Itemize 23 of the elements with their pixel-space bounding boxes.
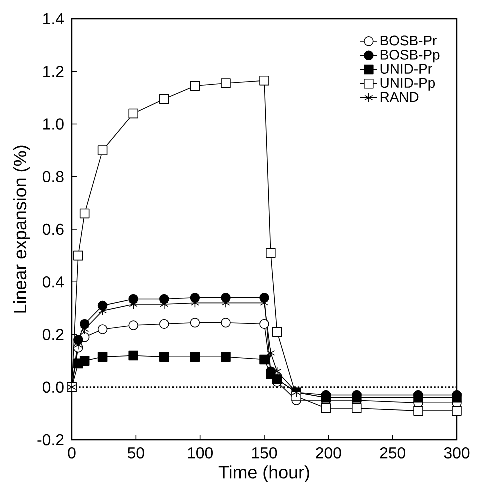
y-tick-label: 0.6 xyxy=(42,224,64,236)
legend-label: UNID-Pr xyxy=(380,64,432,74)
y-tick-label: 0.0 xyxy=(42,382,64,394)
legend-label: UNID-Pp xyxy=(380,78,436,91)
y-tick-label: 1.0 xyxy=(44,118,64,130)
x-tick-label: 100 xyxy=(188,448,213,459)
legend-label: BOSB-Pp xyxy=(380,50,440,63)
y-tick-label: 0.2 xyxy=(42,329,64,340)
x-tick-label: 50 xyxy=(128,448,144,459)
x-tick-label: 250 xyxy=(380,448,406,459)
y-axis-title: Linear expansion (%) xyxy=(13,146,30,313)
y-tick-label: 0.4 xyxy=(42,276,64,288)
x-tick-label: 0 xyxy=(68,448,76,459)
y-tick-label: -0.2 xyxy=(38,434,64,446)
x-axis-title: Time (hour) xyxy=(218,466,310,482)
legend-label: BOSB-Pr xyxy=(380,36,437,46)
x-tick-label: 150 xyxy=(252,448,278,459)
x-tick-label: 200 xyxy=(316,448,342,459)
y-tick-label: 1.2 xyxy=(44,66,64,78)
y-tick-label: 1.4 xyxy=(44,14,64,24)
legend-label: RAND xyxy=(380,92,419,102)
x-tick-label: 300 xyxy=(444,448,470,459)
y-tick-label: 0.8 xyxy=(42,171,64,183)
